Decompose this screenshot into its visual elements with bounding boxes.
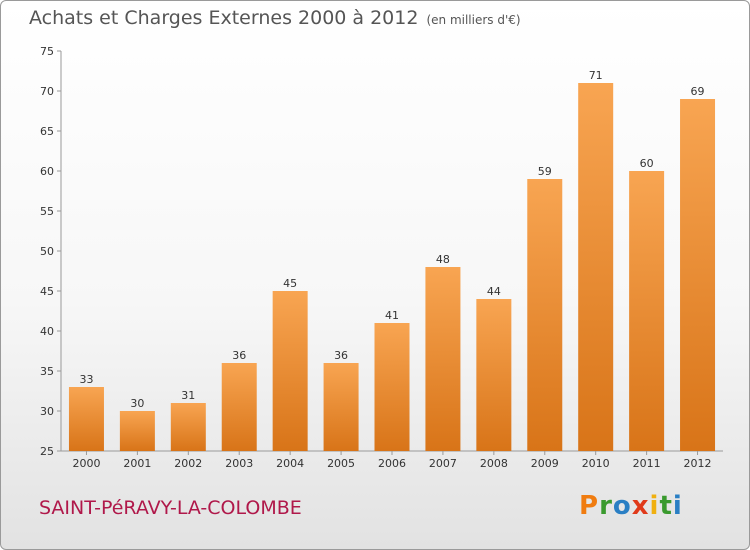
value-label-2010: 71 [589,69,603,82]
logo-letter: i [672,491,683,521]
y-tick-label: 55 [40,205,54,218]
value-label-2007: 48 [436,253,450,266]
bar-2001 [119,411,155,451]
x-tick-label-2009: 2009 [531,457,559,470]
value-label-2012: 69 [691,85,705,98]
x-tick-label-2011: 2011 [633,457,661,470]
value-label-2008: 44 [487,285,501,298]
value-label-2003: 36 [232,349,246,362]
y-tick-label: 50 [40,245,54,258]
x-tick-label-2002: 2002 [174,457,202,470]
bar-2007 [425,267,461,451]
logo-letter: x [631,491,650,521]
bar-2003 [221,363,257,451]
x-tick-label-2008: 2008 [480,457,508,470]
bar-2000 [68,387,104,451]
x-tick-label-2005: 2005 [327,457,355,470]
y-tick-label: 60 [40,165,54,178]
bar-2012 [680,99,716,451]
x-tick-label-2000: 2000 [72,457,100,470]
logo-letter: i [649,491,660,521]
chart-title-text: Achats et Charges Externes 2000 à 2012 [29,7,419,29]
proxiti-logo[interactable]: Proxiti [579,491,683,521]
value-label-2009: 59 [538,165,552,178]
chart-subtitle: (en milliers d'€) [426,13,521,27]
value-label-2001: 30 [130,397,144,410]
bar-2002 [170,403,206,451]
x-tick-label-2003: 2003 [225,457,253,470]
value-label-2000: 33 [79,373,93,386]
logo-letter: r [599,491,613,521]
y-tick-label: 30 [40,405,54,418]
x-tick-label-2007: 2007 [429,457,457,470]
value-label-2011: 60 [640,157,654,170]
y-tick-label: 70 [40,85,54,98]
y-tick-label: 45 [40,285,54,298]
bar-2008 [476,299,512,451]
value-label-2004: 45 [283,277,297,290]
logo-letter: o [612,491,632,521]
value-label-2006: 41 [385,309,399,322]
x-tick-label-2001: 2001 [123,457,151,470]
y-tick-label: 75 [40,45,54,58]
chart-title: Achats et Charges Externes 2000 à 2012 (e… [29,7,521,29]
bar-2004 [272,291,308,451]
y-tick-label: 35 [40,365,54,378]
x-tick-label-2004: 2004 [276,457,304,470]
bar-2005 [323,363,359,451]
value-label-2005: 36 [334,349,348,362]
value-label-2002: 31 [181,389,195,402]
y-tick-label: 25 [40,445,54,458]
commune-name: SAINT-PéRAVY-LA-COLOMBE [39,497,302,519]
x-tick-label-2010: 2010 [582,457,610,470]
y-tick-label: 40 [40,325,54,338]
bar-2006 [374,323,410,451]
bar-2009 [527,179,563,451]
logo-letter: P [579,491,600,521]
y-tick-label: 65 [40,125,54,138]
bar-2011 [629,171,665,451]
bar-2010 [578,83,614,451]
logo-letter: t [659,491,673,521]
x-tick-label-2012: 2012 [684,457,712,470]
x-tick-label-2006: 2006 [378,457,406,470]
